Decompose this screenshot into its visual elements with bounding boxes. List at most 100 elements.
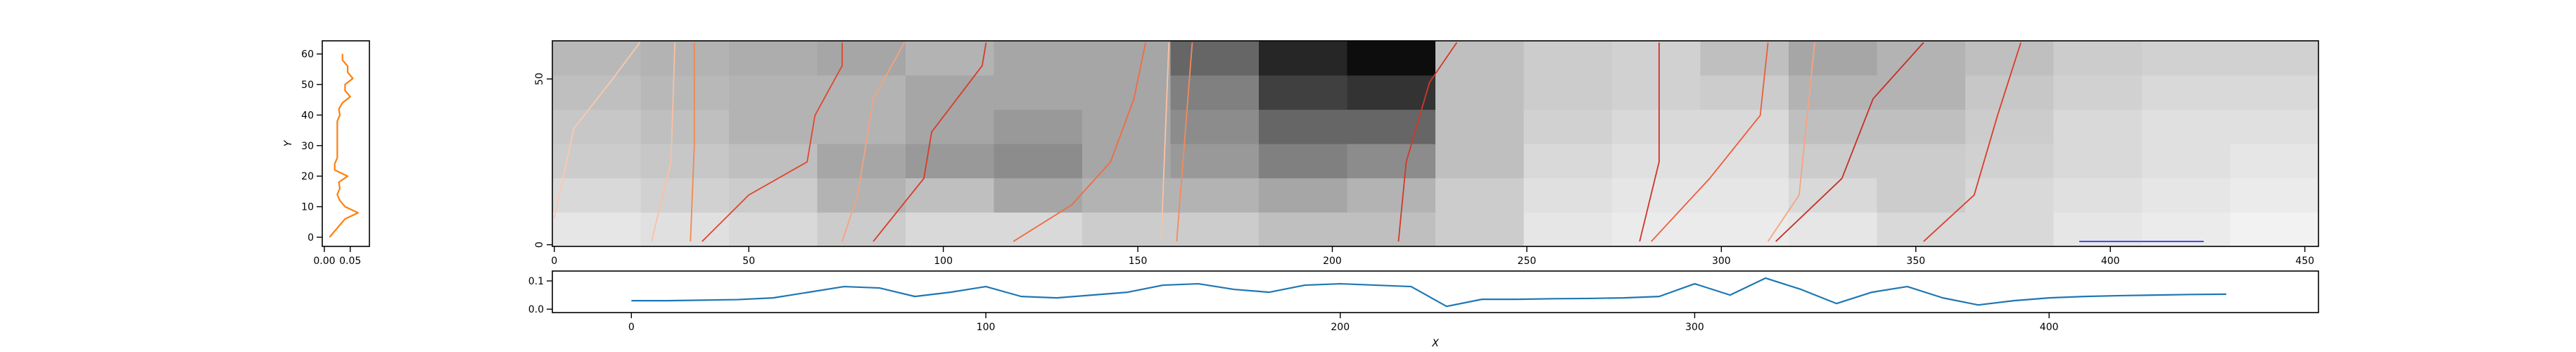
heatmap-cell <box>640 177 730 213</box>
heatmap-cell <box>1965 212 2055 246</box>
series-line <box>651 42 676 242</box>
heatmap-cell <box>552 41 642 76</box>
x-tick-label: 100 <box>934 256 953 267</box>
heatmap-cell <box>1877 109 1966 144</box>
heatmap-cell <box>1965 177 2055 213</box>
heatmap-cell <box>817 41 906 76</box>
x-tick-label: 0 <box>551 256 557 267</box>
heatmap-cell <box>2230 41 2318 76</box>
heatmap-cell <box>817 212 906 246</box>
heatmap-cell <box>1523 109 1613 144</box>
heatmap-cell <box>1435 177 1525 213</box>
heatmap-cell <box>1259 177 1348 213</box>
heatmap-cell <box>640 144 730 179</box>
heatmap-cell <box>906 144 995 179</box>
heatmap-cell <box>1523 41 1613 76</box>
heatmap-cell <box>1082 144 1172 179</box>
heatmap-cell <box>1789 109 1878 144</box>
heatmap-cell <box>1700 41 1789 76</box>
heatmap-cell <box>1877 177 1966 213</box>
heatmap-cell <box>1435 144 1525 179</box>
heatmap-cell <box>1700 109 1789 144</box>
heatmap-cell <box>1170 212 1260 246</box>
heatmap-cell <box>1082 177 1172 213</box>
x-tick-label: 200 <box>1331 322 1350 333</box>
heatmap-cell <box>1259 109 1348 144</box>
heatmap-cell <box>640 109 730 144</box>
series-line <box>702 42 843 242</box>
heatmap-cell <box>1347 212 1436 246</box>
y-tick-label: 0.0 <box>528 304 544 315</box>
heatmap-cell <box>1170 41 1260 76</box>
series-line <box>329 54 359 238</box>
heatmap-cell <box>1170 144 1260 179</box>
series-line <box>842 42 906 242</box>
heatmap-cell <box>2230 109 2318 144</box>
heatmap-cell <box>1700 75 1789 110</box>
heatmap-cell <box>1170 109 1260 144</box>
series-line <box>1160 42 1170 241</box>
heatmap-cell <box>1789 75 1878 110</box>
heatmap-cell <box>1523 144 1613 179</box>
heatmap-cell <box>1700 212 1789 246</box>
series-line <box>873 42 987 242</box>
series-line <box>1013 42 1147 242</box>
series-line <box>1767 42 1815 242</box>
heatmap-cell <box>2142 41 2231 76</box>
heatmap-cell <box>729 75 818 110</box>
x-tick-label: 0.05 <box>339 256 361 267</box>
heatmap-cell <box>1347 177 1436 213</box>
axes-frame <box>552 40 2319 247</box>
heatmap-cell <box>2230 75 2318 110</box>
x-tick-label: 350 <box>1906 256 1925 267</box>
heatmap-cell <box>1612 41 1701 76</box>
heatmap-cell <box>1347 75 1436 110</box>
heatmap-cell <box>1612 109 1701 144</box>
heatmap-cell <box>1435 41 1525 76</box>
x-tick-label: 100 <box>977 322 996 333</box>
heatmap-cell <box>552 177 642 213</box>
heatmap-cell <box>1523 177 1613 213</box>
heatmap-cell <box>2053 177 2143 213</box>
series-line <box>1397 42 1458 242</box>
x-tick-label: 200 <box>1323 256 1342 267</box>
heatmap-cell <box>994 109 1083 144</box>
heatmap-cell <box>994 212 1083 246</box>
heatmap-cell <box>552 144 642 179</box>
heatmap-cell <box>1877 212 1966 246</box>
x-tick-label: 300 <box>1712 256 1731 267</box>
heatmap-cell <box>1259 212 1348 246</box>
x-tick-label: 0 <box>628 322 635 333</box>
heatmap-cell <box>1612 75 1701 110</box>
heatmap-cell <box>2230 177 2318 213</box>
heatmap-cell <box>906 75 995 110</box>
heatmap-cell <box>552 212 642 246</box>
x-tick-label: 0.00 <box>313 256 335 267</box>
heatmap-cell <box>1082 212 1172 246</box>
heatmap-cell <box>817 109 906 144</box>
heatmap-cell <box>2142 144 2231 179</box>
heatmap-cell <box>1965 75 2055 110</box>
heatmap-cell <box>1259 144 1348 179</box>
heatmap-cell <box>817 75 906 110</box>
heatmap-cell <box>1259 41 1348 76</box>
series-line <box>1176 42 1193 242</box>
heatmap-cell <box>1082 109 1172 144</box>
heatmap-cell <box>1789 177 1878 213</box>
heatmap-cell <box>2053 212 2143 246</box>
series-line <box>631 277 2227 308</box>
x-tick-label: 300 <box>1685 322 1704 333</box>
heatmap-cell <box>817 177 906 213</box>
y-axis-label: Y <box>283 139 294 146</box>
series-line <box>1651 42 1769 242</box>
heatmap-cell <box>1789 212 1878 246</box>
heatmap-cell <box>1347 41 1436 76</box>
heatmap-cell <box>729 177 818 213</box>
axes-frame <box>322 40 370 247</box>
heatmap-cell <box>2053 75 2143 110</box>
axes-frame <box>552 270 2319 313</box>
heatmap-cell <box>1435 109 1525 144</box>
heatmap-cell <box>1082 75 1172 110</box>
